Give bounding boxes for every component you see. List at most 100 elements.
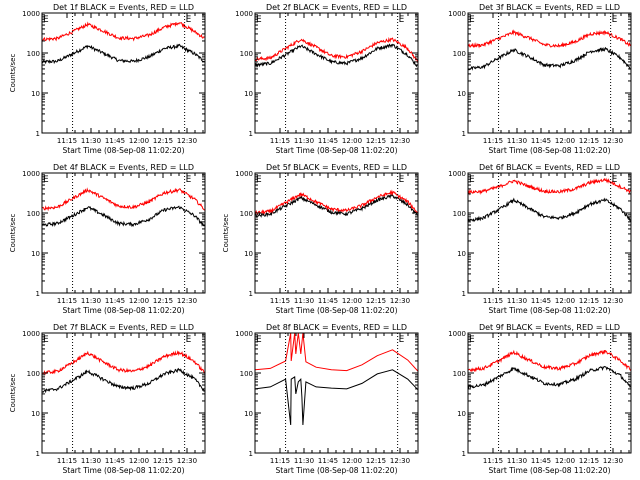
x-tick-label: 11:45 [531,137,551,145]
y-tick-label: 10 [244,90,253,98]
x-tick-label: 12:30 [603,297,623,305]
y-tick-label: 10 [244,250,253,258]
x-tick-label: 11:30 [507,297,527,305]
series-events-line [255,43,418,68]
corner-label: E [469,15,475,25]
x-tick-label: 11:30 [81,137,101,145]
x-tick-label: 12:00 [555,297,575,305]
y-tick-label: 1 [36,290,40,298]
time-marker-label: E [186,335,192,345]
x-axis-label: Start Time (08-Sep-08 11:02:20) [276,306,398,315]
series-lld-line [42,350,205,376]
y-tick-label: 100 [453,210,466,218]
x-tick-label: 11:45 [105,137,125,145]
y-tick-label: 10 [457,250,466,258]
y-tick-label: 1000 [448,330,466,338]
series-lld-line [468,177,631,196]
x-tick-label: 11:45 [318,457,338,465]
plot-area [255,36,418,68]
panel-title: Det 5f BLACK = Events, RED = LLD [266,163,407,172]
y-tick-label: 1 [249,130,253,138]
y-tick-label: 100 [240,210,253,218]
time-marker-label: E [186,15,192,25]
panel-title: Det 4f BLACK = Events, RED = LLD [53,163,194,172]
y-tick-label: 10 [31,250,40,258]
plot-frame [467,12,632,134]
series-lld-line [468,349,631,373]
corner-label: E [256,335,262,345]
corner-label: E [256,15,262,25]
panel-det-6: Det 6f BLACK = Events, RED = LLD E E 1 10 100… [448,163,632,315]
x-tick-label: 12:00 [555,137,575,145]
series-events-line [255,369,418,426]
series-lld-line [468,29,631,49]
y-tick-label: 100 [240,50,253,58]
plot-area [42,187,205,228]
x-axis-label: Start Time (08-Sep-08 11:02:20) [63,306,185,315]
x-tick-label: 12:00 [129,457,149,465]
time-marker-label: E [612,15,618,25]
panel-det-5: Det 5f BLACK = Events, RED = LLD E E 1 10 100… [222,163,419,315]
x-axis-label: Start Time (08-Sep-08 11:02:20) [489,466,611,475]
panel-title: Det 8f BLACK = Events, RED = LLD [266,323,407,332]
x-tick-label: 12:00 [342,137,362,145]
corner-label: E [43,335,49,345]
y-tick-label: 1000 [22,170,40,178]
x-tick-label: 11:45 [531,297,551,305]
time-marker-label: E [399,335,405,345]
time-marker-label: E [399,175,405,185]
plot-frame [254,12,419,134]
time-marker-label: E [186,175,192,185]
time-marker-label: E [612,335,618,345]
y-tick-label: 100 [453,50,466,58]
y-tick-label: 10 [457,90,466,98]
y-axis-label: Counts/sec [9,214,17,253]
series-lld-line [255,189,418,215]
panel-title: Det 1f BLACK = Events, RED = LLD [53,3,194,12]
x-tick-label: 12:15 [153,137,173,145]
series-events-line [468,46,631,71]
x-tick-label: 12:30 [603,137,623,145]
x-tick-label: 12:00 [342,457,362,465]
x-axis-label: Start Time (08-Sep-08 11:02:20) [63,146,185,155]
series-events-line [255,193,418,218]
x-tick-label: 11:15 [57,457,77,465]
plot-frame [41,12,206,134]
y-tick-label: 1 [249,290,253,298]
y-tick-label: 1000 [448,10,466,18]
x-tick-label: 11:30 [81,457,101,465]
panel-det-4: Det 4f BLACK = Events, RED = LLD E E 1 10 100… [9,163,206,315]
x-tick-label: 12:30 [390,137,410,145]
panel-det-8: Det 8f BLACK = Events, RED = LLD E E 1 10 100… [235,323,419,475]
x-tick-label: 12:15 [153,297,173,305]
x-tick-label: 12:15 [579,137,599,145]
x-tick-label: 11:45 [105,457,125,465]
y-tick-label: 1000 [22,10,40,18]
series-events-line [468,197,631,223]
series-events-line [42,205,205,228]
plot-area [255,189,418,218]
panel-title: Det 6f BLACK = Events, RED = LLD [479,163,620,172]
x-axis-label: Start Time (08-Sep-08 11:02:20) [276,146,398,155]
y-tick-label: 1000 [448,170,466,178]
series-lld-line [255,36,418,63]
time-marker-label: E [612,175,618,185]
x-tick-label: 11:15 [483,297,503,305]
x-tick-label: 12:30 [177,297,197,305]
plot-area [468,29,631,71]
x-tick-label: 12:15 [153,457,173,465]
x-tick-label: 11:30 [507,457,527,465]
x-tick-label: 12:30 [603,457,623,465]
series-events-line [42,43,205,65]
corner-label: E [43,175,49,185]
corner-label: E [469,175,475,185]
y-tick-label: 100 [27,370,40,378]
y-tick-label: 1 [249,450,253,458]
corner-label: E [469,335,475,345]
x-tick-label: 12:30 [390,297,410,305]
x-tick-label: 12:15 [366,297,386,305]
panel-det-9: Det 9f BLACK = Events, RED = LLD E E 1 10 100… [448,323,632,475]
y-tick-label: 100 [27,50,40,58]
series-lld-line [255,333,418,372]
y-tick-label: 10 [31,410,40,418]
